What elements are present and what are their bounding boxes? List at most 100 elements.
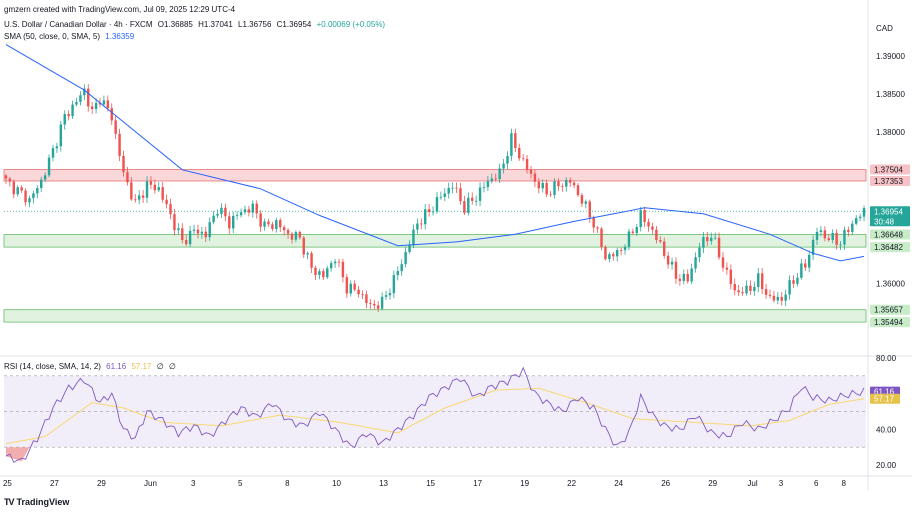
rsi-legend[interactable]: RSI (14, close, SMA, 14, 2) 61.16 57.17 … [4, 362, 179, 371]
tradingview-logo[interactable]: TV TradingView [4, 497, 69, 507]
candle-body [71, 104, 74, 117]
candle-body [75, 101, 78, 105]
candle-body [412, 229, 415, 246]
candle-body [482, 187, 486, 188]
time-tick-label: 3 [191, 479, 196, 488]
candle-body [600, 228, 603, 248]
candle-body [169, 204, 172, 215]
candle-body [506, 155, 509, 164]
tradingview-logo-icon: TV [4, 497, 14, 507]
candle-body [20, 187, 23, 191]
candle-body [220, 207, 223, 214]
candle-body [326, 268, 329, 278]
price-label-box [870, 242, 910, 253]
candle-body [561, 186, 564, 187]
symbol-title[interactable]: U.S. Dollar / Canadian Dollar · 4h · FXC… [4, 20, 153, 29]
candle-body [341, 261, 345, 278]
candle-body [302, 237, 305, 255]
rsi-extra-1: ∅ [156, 362, 164, 371]
candle-body [721, 257, 725, 268]
candle-body [706, 237, 709, 242]
candle-body [753, 286, 756, 292]
candle-body [275, 220, 278, 229]
candle-body [216, 213, 219, 216]
rsi-label: RSI (14, close, SMA, 14, 2) [4, 362, 101, 371]
candle-body [337, 261, 341, 263]
candle-body [643, 210, 646, 222]
candle-body [780, 296, 783, 301]
candle-body [384, 295, 388, 297]
candle-body [682, 273, 686, 281]
candle-body [32, 193, 35, 199]
candle-body [400, 264, 403, 272]
price-label: 1.35494 [874, 318, 903, 327]
time-tick-label: 8 [841, 479, 846, 488]
candle-body [443, 193, 447, 197]
candle-body [447, 188, 450, 194]
candle-body [267, 221, 270, 225]
candle-body [322, 271, 325, 278]
price-tick-label: 1.38500 [876, 90, 905, 99]
candle-body [749, 285, 752, 292]
candle-body [819, 230, 823, 233]
candle-body [647, 221, 650, 227]
candle-body [122, 155, 125, 173]
time-tick-label: 27 [50, 479, 59, 488]
ohlc-line: U.S. Dollar / Canadian Dollar · 4h · FXC… [4, 20, 388, 29]
candle-body [858, 216, 862, 219]
candle-body [404, 251, 407, 265]
candle-body [604, 247, 607, 260]
candle-body [51, 148, 55, 158]
sma-legend[interactable]: SMA (50, close, 0, SMA, 5) 1.36359 [4, 32, 137, 41]
candle-body [831, 232, 834, 241]
candle-body [745, 285, 748, 294]
candle-body [408, 245, 411, 252]
candle-body [306, 253, 309, 255]
candle-body [702, 237, 705, 248]
candle-body [282, 227, 286, 231]
candle-body [854, 218, 858, 224]
rsi-tick-label: 80.00 [876, 354, 897, 363]
candle-body [87, 88, 90, 107]
candle-body [615, 250, 619, 257]
candle-body [376, 305, 380, 309]
rsi-value-label: 57.17 [874, 395, 895, 404]
open-value: O1.36885 [157, 20, 193, 29]
candle-body [596, 227, 599, 229]
candle-body [263, 221, 266, 227]
candle-body [839, 244, 842, 246]
candle-body [439, 196, 443, 198]
candle-body [796, 277, 799, 284]
close-value: C1.36954 [276, 20, 312, 29]
time-tick-label: 8 [285, 479, 290, 488]
candle-body [318, 271, 321, 275]
candle-body [659, 240, 662, 242]
candle-body [847, 229, 850, 233]
candle-body [130, 182, 133, 200]
price-label-box [870, 175, 910, 186]
price-label-box [870, 206, 910, 227]
candle-body [490, 178, 494, 182]
candle-body [294, 232, 298, 240]
currency-label[interactable]: CAD [876, 24, 893, 33]
candle-body [455, 187, 458, 189]
rsi-value: 61.16 [106, 362, 127, 371]
candle-body [760, 273, 764, 290]
time-tick-label: 29 [97, 479, 106, 488]
candle-body [239, 212, 243, 216]
time-tick-label: Jun [144, 479, 157, 488]
time-tick-label: 10 [332, 479, 341, 488]
candle-body [177, 228, 180, 231]
candle-body [545, 182, 548, 195]
candle-body [251, 203, 255, 213]
candle-body [47, 157, 51, 176]
candle-body [149, 181, 153, 185]
candle-body [224, 207, 227, 217]
candle-body [713, 237, 717, 239]
candle-body [165, 199, 168, 205]
candle-body [200, 231, 204, 234]
candle-body [392, 275, 396, 294]
candle-body [55, 146, 59, 149]
candle-body [467, 197, 470, 213]
candle-body [373, 303, 376, 306]
